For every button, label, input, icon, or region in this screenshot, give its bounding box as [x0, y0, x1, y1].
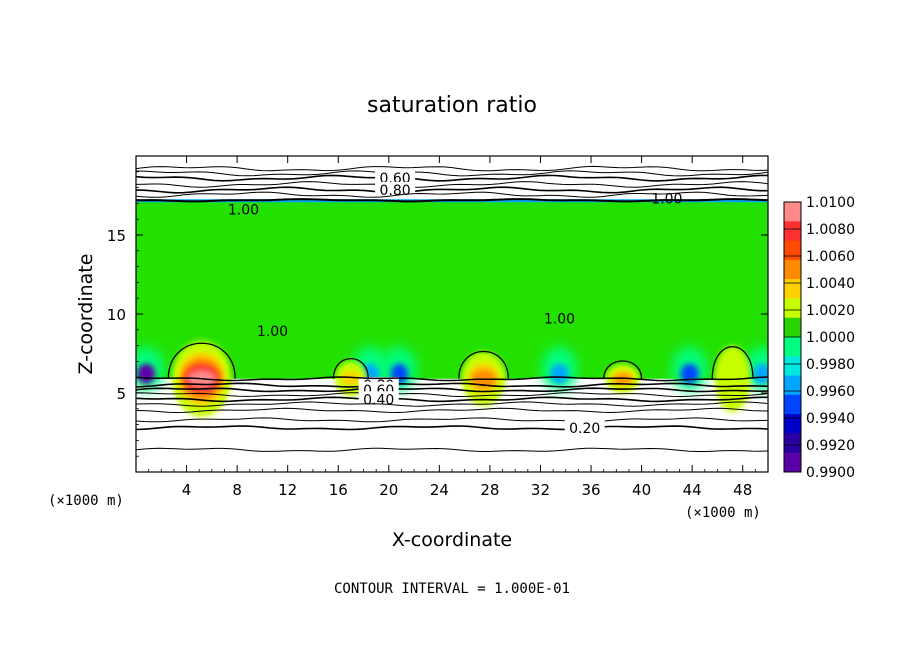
- x-tick-label: 28: [480, 481, 499, 499]
- y-tick-label: 15: [107, 227, 126, 245]
- y-tick-label: 10: [107, 306, 126, 324]
- x-tick-label: 36: [581, 481, 600, 499]
- colorbar: 1.0100 1.0080 1.0060 1.0040 1.0020 1.0000 0.99…: [783, 195, 855, 481]
- contour-line: [136, 181, 768, 188]
- contour-label: 1.00: [651, 191, 682, 207]
- contour-line: [136, 401, 768, 407]
- colorbar-swatch: [784, 452, 801, 473]
- contour-line: [603, 360, 643, 379]
- colorbar-swatch: [784, 259, 801, 280]
- dry-spot: [137, 363, 156, 384]
- y-tick-label: 5: [116, 385, 126, 403]
- contour-label: 1.00: [544, 311, 575, 327]
- colorbar-swatch: [784, 356, 801, 377]
- contour-line: [136, 447, 768, 453]
- colorbar-label: 1.0100: [806, 195, 855, 211]
- dry-spot: [680, 363, 699, 384]
- colorbar-label: 1.0020: [806, 303, 855, 319]
- x-tick-label: 8: [232, 481, 242, 499]
- x-tick-label: 40: [632, 481, 651, 499]
- contour-line: [136, 165, 768, 172]
- x-tick-label: 20: [379, 481, 398, 499]
- contour-line: [136, 186, 768, 194]
- contour-line: [458, 350, 509, 379]
- colorbar-label: 1.0040: [806, 276, 855, 292]
- colorbar-swatch: [784, 394, 801, 415]
- x-tick-label: 4: [182, 481, 192, 499]
- colorbar-swatch: [784, 240, 801, 261]
- colorbar-swatch: [784, 433, 801, 454]
- contour-line: [136, 376, 768, 382]
- colorbar-label: 0.9940: [806, 411, 855, 427]
- x-tick-label: 24: [430, 481, 449, 499]
- x-tick-label: 12: [278, 481, 297, 499]
- colorbar-label: 0.9980: [806, 357, 855, 373]
- contour-label-bg: [375, 170, 416, 186]
- colorbar-label: 0.9920: [806, 438, 855, 454]
- contour-interval-note: CONTOUR INTERVAL = 1.000E-01: [334, 581, 570, 597]
- contour-line: [136, 198, 768, 203]
- contour-label-bg: [358, 391, 399, 407]
- contour-label: 0.20: [569, 421, 600, 437]
- contour-lines: 0.600.800.800.600.400.201.001.001.001.00: [136, 165, 768, 453]
- contour-label-bg: [375, 181, 416, 197]
- plot-area: 0.600.800.800.600.400.201.001.001.001.00…: [107, 155, 769, 499]
- colorbar-swatch: [784, 221, 801, 242]
- contour-line: [136, 170, 768, 177]
- warm-cell: [341, 371, 361, 387]
- contour-line: [136, 425, 768, 431]
- colorbar-label: 0.9900: [806, 465, 855, 481]
- colorbar-swatch: [784, 202, 801, 222]
- colorbar-swatch: [784, 317, 801, 338]
- x-tick-label: 48: [733, 481, 752, 499]
- contour-label: 0.40: [363, 392, 394, 408]
- colorbar-swatch: [784, 414, 801, 434]
- x-axis-label: X-coordinate: [392, 529, 512, 551]
- contour-line: [136, 174, 768, 182]
- contour-line: [136, 407, 768, 414]
- x-tick-label: 32: [531, 481, 550, 499]
- contour-line: [136, 392, 768, 398]
- colorbar-swatch: [784, 298, 801, 319]
- contour-line: [332, 357, 369, 379]
- colorbar-label: 1.0080: [806, 222, 855, 238]
- cloud-layer: [136, 200, 768, 379]
- x-unit-right: (×1000 m): [685, 505, 761, 521]
- contour-line: [136, 387, 768, 393]
- contour-line: [136, 396, 768, 403]
- contour-line: [167, 342, 236, 379]
- x-tick-label: 44: [683, 481, 702, 499]
- contour-label: 1.00: [228, 202, 259, 218]
- x-tick-label: 16: [329, 481, 348, 499]
- colorbar-label: 1.0060: [806, 249, 855, 265]
- contour-line: [711, 346, 754, 379]
- contour-line: [136, 382, 768, 388]
- contour-label: 1.00: [257, 324, 288, 340]
- contour-line: [136, 417, 768, 423]
- colorbar-swatch: [784, 337, 801, 357]
- chart-title: saturation ratio: [367, 93, 537, 118]
- dry-spot: [752, 363, 768, 384]
- contour-label-bg: [564, 419, 605, 435]
- colorbar-swatch: [784, 375, 801, 396]
- x-unit-left: (×1000 m): [48, 493, 124, 509]
- dry-spot: [550, 363, 569, 384]
- contour-line: [136, 191, 768, 198]
- y-axis-label: Z-coordinate: [75, 254, 97, 375]
- colorbar-swatch: [784, 279, 801, 299]
- colorbar-label: 0.9960: [806, 384, 855, 400]
- colorbar-label: 1.0000: [806, 330, 855, 346]
